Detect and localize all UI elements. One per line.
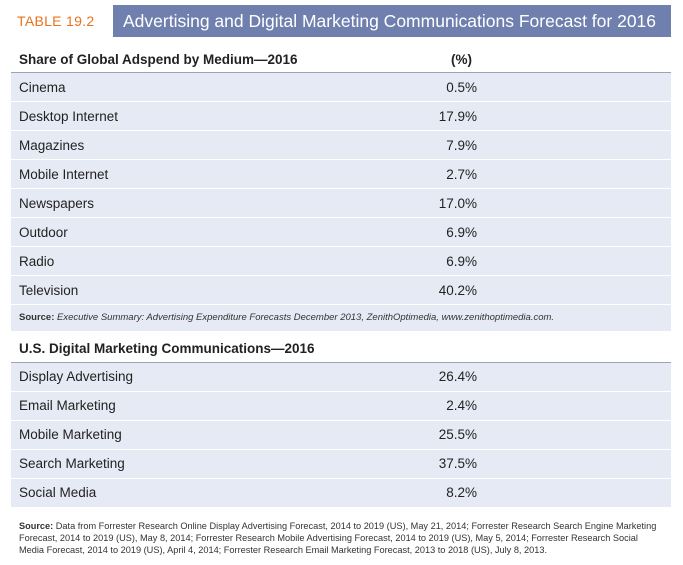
table-row: Mobile Internet 2.7% bbox=[11, 160, 671, 189]
table-row: Radio 6.9% bbox=[11, 247, 671, 276]
table-number: TABLE 19.2 bbox=[7, 5, 113, 37]
table-title: Advertising and Digital Marketing Commun… bbox=[113, 5, 671, 37]
table-row: Outdoor 6.9% bbox=[11, 218, 671, 247]
row-value: 37.5% bbox=[438, 456, 477, 471]
row-label: Mobile Internet bbox=[19, 166, 109, 182]
row-label: Social Media bbox=[19, 485, 97, 500]
row-label: Radio bbox=[19, 253, 55, 269]
table-row: Search Marketing 37.5% bbox=[11, 449, 671, 479]
row-label: Cinema bbox=[19, 79, 66, 95]
row-label: Mobile Marketing bbox=[19, 427, 122, 442]
section-heading-text: Share of Global Adspend by Medium—2016 bbox=[19, 51, 298, 67]
row-label: Display Advertising bbox=[19, 369, 134, 384]
row-value: 17.9% bbox=[438, 108, 477, 124]
row-label: Newspapers bbox=[19, 195, 95, 211]
table-row: Cinema 0.5% bbox=[11, 73, 671, 102]
table-row: Mobile Marketing 25.5% bbox=[11, 420, 671, 450]
source-text: Data from Forrester Research Online Disp… bbox=[19, 520, 657, 555]
source-label: Source: bbox=[19, 520, 54, 531]
row-label: Outdoor bbox=[19, 224, 68, 240]
table-row: Social Media 8.2% bbox=[11, 478, 671, 508]
column-heading-percent: (%) bbox=[451, 51, 472, 67]
row-value: 6.9% bbox=[446, 224, 477, 240]
table-row: Magazines 7.9% bbox=[11, 131, 671, 160]
table-row: Television 40.2% bbox=[11, 276, 671, 305]
row-label: Desktop Internet bbox=[19, 108, 119, 124]
row-label: Television bbox=[19, 282, 79, 298]
source-note-1: Source: Executive Summary: Advertising E… bbox=[11, 305, 671, 331]
row-value: 40.2% bbox=[438, 282, 477, 298]
row-value: 0.5% bbox=[446, 79, 477, 95]
section-heading-us-digital: U.S. Digital Marketing Communications—20… bbox=[11, 336, 671, 363]
row-value: 6.9% bbox=[446, 253, 477, 269]
section-heading-text: U.S. Digital Marketing Communications—20… bbox=[19, 341, 315, 356]
row-value: 25.5% bbox=[438, 427, 477, 442]
row-value: 8.2% bbox=[446, 485, 477, 500]
table-title-bar: TABLE 19.2 Advertising and Digital Marke… bbox=[7, 5, 671, 37]
row-value: 2.7% bbox=[446, 166, 477, 182]
table-row: Desktop Internet 17.9% bbox=[11, 102, 671, 131]
section-heading-global-adspend: Share of Global Adspend by Medium—2016 (… bbox=[11, 46, 671, 73]
table-row: Email Marketing 2.4% bbox=[11, 391, 671, 421]
global-adspend-rows: Cinema 0.5% Desktop Internet 17.9% Magazines… bbox=[11, 73, 671, 305]
row-value: 2.4% bbox=[446, 398, 477, 413]
row-label: Magazines bbox=[19, 137, 85, 153]
us-digital-rows: Display Advertising 26.4% Email Marketing 2… bbox=[11, 362, 671, 508]
row-label: Email Marketing bbox=[19, 398, 116, 413]
source-note-2: Source: Data from Forrester Research Onl… bbox=[11, 507, 671, 557]
row-value: 17.0% bbox=[438, 195, 477, 211]
source-label: Source: bbox=[19, 312, 55, 323]
row-value: 26.4% bbox=[438, 369, 477, 384]
row-label: Search Marketing bbox=[19, 456, 125, 471]
source-text: Executive Summary: Advertising Expenditu… bbox=[57, 312, 555, 323]
row-value: 7.9% bbox=[446, 137, 477, 153]
table-row: Newspapers 17.0% bbox=[11, 189, 671, 218]
table-row: Display Advertising 26.4% bbox=[11, 362, 671, 392]
data-table: Share of Global Adspend by Medium—2016 (… bbox=[11, 46, 671, 557]
